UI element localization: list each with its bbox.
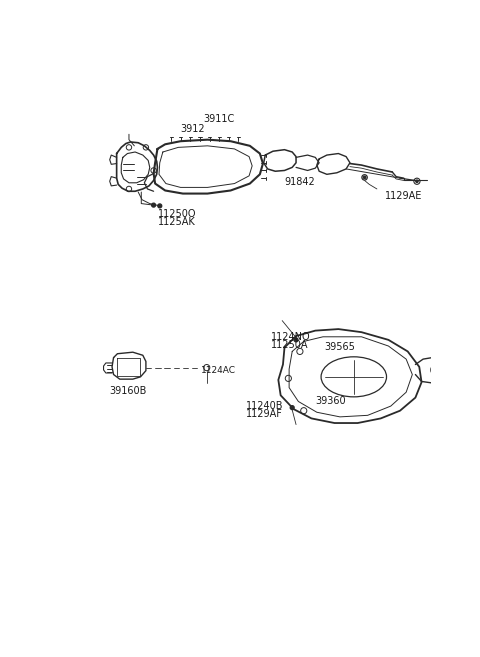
Text: 1125AK: 1125AK bbox=[158, 217, 196, 227]
Circle shape bbox=[158, 204, 162, 208]
Text: 11250O: 11250O bbox=[158, 209, 197, 219]
Text: 1129AF: 1129AF bbox=[246, 409, 283, 419]
Text: 3911C: 3911C bbox=[204, 114, 235, 124]
Text: 1129AE: 1129AE bbox=[384, 191, 422, 201]
Circle shape bbox=[290, 406, 294, 409]
Text: 39360: 39360 bbox=[315, 396, 346, 406]
Text: 11240B: 11240B bbox=[246, 401, 284, 411]
Text: 11250A: 11250A bbox=[271, 340, 308, 350]
Circle shape bbox=[416, 180, 418, 183]
Text: 39160B: 39160B bbox=[109, 386, 146, 396]
Text: 1124AC: 1124AC bbox=[201, 365, 236, 374]
Text: 91842: 91842 bbox=[285, 177, 315, 187]
Text: 1124NO: 1124NO bbox=[271, 332, 310, 342]
Circle shape bbox=[294, 338, 298, 342]
Circle shape bbox=[363, 176, 366, 179]
Circle shape bbox=[152, 203, 156, 207]
Text: 39565: 39565 bbox=[324, 342, 355, 352]
Text: 3912: 3912 bbox=[180, 124, 205, 134]
